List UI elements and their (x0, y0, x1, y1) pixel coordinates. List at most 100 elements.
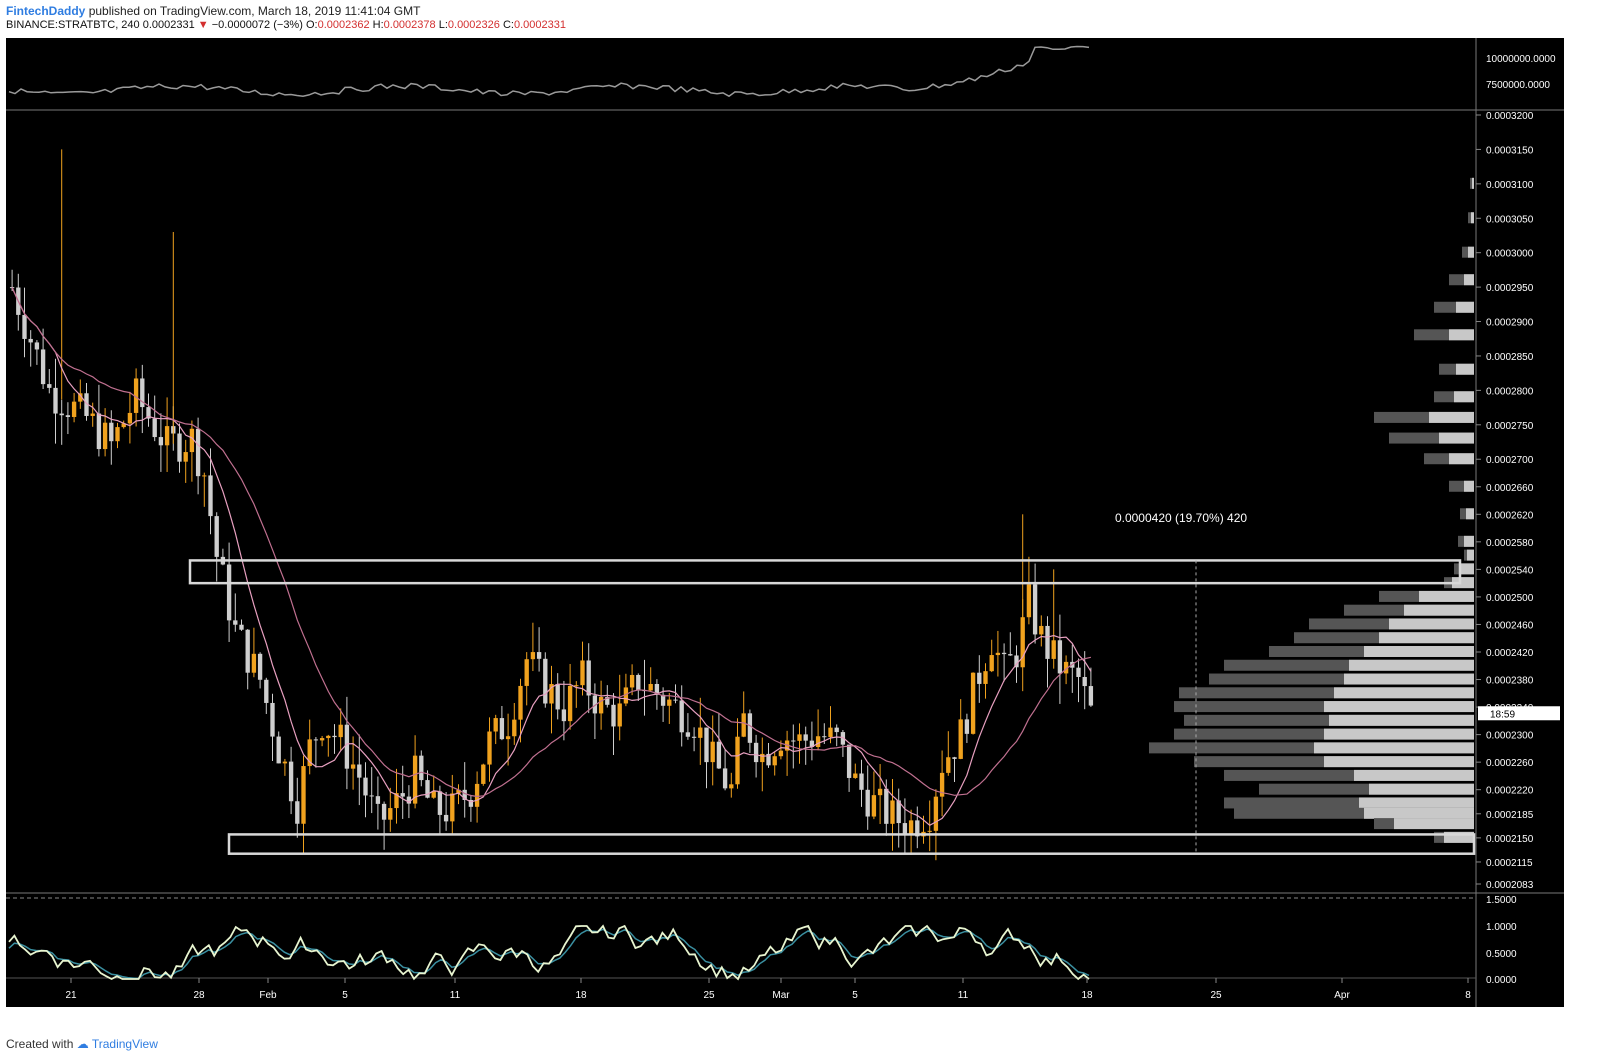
candle-body (363, 777, 368, 796)
support-zone-box[interactable] (227, 833, 1476, 855)
candle-body (611, 704, 616, 727)
publisher-name-link[interactable]: FintechDaddy (6, 4, 86, 18)
price-tick-label: 0.0002700 (1486, 455, 1534, 466)
candle-body (995, 652, 1001, 656)
candle-body (468, 799, 474, 807)
price-tick-label: 0.0002540 (1486, 565, 1534, 576)
tradingview-link[interactable]: TradingView (91, 1037, 158, 1051)
candle-body (518, 685, 523, 720)
candle-body (840, 732, 846, 745)
candle-body (636, 674, 641, 691)
profile-bar-total (1224, 769, 1474, 781)
high-label: H: (372, 19, 384, 31)
candle-body (487, 731, 492, 765)
candle-body (958, 719, 963, 759)
candle-body (381, 803, 387, 820)
profile-bar-up (1456, 301, 1474, 313)
footer: Created with ☁ TradingView (6, 1037, 158, 1051)
candle-body (933, 796, 939, 831)
candle-body (741, 713, 746, 737)
candle-body (623, 687, 629, 704)
price-tick-label: 0.0002083 (1486, 880, 1534, 891)
candle-body (84, 393, 89, 416)
price-tick-label: 0.0002660 (1486, 483, 1534, 494)
profile-bar-up (1468, 246, 1474, 258)
candle-body (561, 709, 567, 722)
candle-body (326, 735, 331, 739)
candle-body (586, 660, 591, 696)
profile-bar-total (1374, 411, 1474, 423)
candle-body (722, 768, 728, 789)
candle-body (65, 415, 71, 417)
chart-canvas[interactable]: 0.0000420 (19.70%) 420 0.0003200 0.000315… (6, 38, 1564, 1007)
profile-bar-up (1354, 769, 1474, 781)
time-tick-label: 25 (1210, 990, 1222, 1001)
high-value: 0.0002378 (383, 19, 436, 31)
time-tick-label: 18 (1081, 990, 1093, 1001)
price-chart-svg[interactable]: 0.0000420 (19.70%) 420 0.0003200 0.000315… (6, 38, 1564, 1007)
candle-body (704, 727, 709, 763)
price-tick-label: 0.0002850 (1486, 352, 1534, 363)
candle-body (140, 378, 145, 408)
candle-body (884, 788, 889, 824)
time-tick-label: 8 (1465, 990, 1471, 1001)
stoch-tick-label: 0.0000 (1486, 975, 1517, 986)
time-tick-label: 5 (852, 990, 858, 1001)
profile-bar-up (1444, 831, 1474, 843)
candle-body (989, 655, 994, 672)
candle-body (555, 684, 560, 710)
open-value: 0.0002362 (317, 19, 370, 31)
profile-bar-up (1419, 590, 1474, 602)
candle-body (859, 773, 864, 790)
candle-body (574, 685, 579, 687)
candle-body (78, 393, 83, 402)
candle-body (927, 830, 932, 832)
profile-bar-total (1149, 742, 1474, 754)
candle-body (660, 694, 666, 706)
profile-bar-total (1234, 807, 1474, 819)
candle-body (406, 796, 412, 804)
candle-body (40, 349, 46, 385)
price-tick-label: 0.0002260 (1486, 758, 1534, 769)
resistance-zone-box[interactable] (188, 559, 1462, 585)
candle-body (512, 719, 517, 737)
down-arrow-icon: ▼ (197, 19, 209, 31)
profile-bar-up (1324, 756, 1474, 768)
candle-body (115, 427, 120, 442)
profile-bar-total (1434, 301, 1474, 313)
candle-body (871, 795, 877, 817)
candle-body (536, 652, 542, 659)
volume-line (8, 45, 1090, 98)
candle-body (450, 793, 455, 822)
profile-bar-up (1324, 701, 1474, 713)
candle-body (177, 433, 182, 462)
candle-body (803, 734, 808, 741)
candle-body (189, 428, 195, 453)
candle-body (195, 428, 201, 477)
candle-body (716, 741, 722, 769)
candle-body (853, 773, 858, 778)
price-tick-label: 0.0002220 (1486, 786, 1534, 797)
candle-body (846, 744, 852, 778)
candle-body (605, 697, 610, 705)
low-value: 0.0002326 (447, 19, 500, 31)
time-tick-label: 25 (703, 990, 715, 1001)
profile-bar-up (1324, 728, 1474, 740)
candle-body (617, 703, 622, 727)
candle-body (1045, 625, 1050, 659)
profile-bar-up (1429, 411, 1474, 423)
candle-body (437, 791, 443, 815)
candle-body (685, 732, 691, 737)
fast-ma-line (11, 287, 1092, 827)
candle-body (865, 789, 870, 817)
candle-body (977, 672, 982, 684)
close-label: C: (502, 19, 514, 31)
candle-body (357, 764, 362, 778)
time-tick-label: Apr (1334, 990, 1350, 1001)
profile-bar-up (1369, 783, 1474, 795)
candle-body (443, 814, 449, 822)
candle-body (1032, 584, 1038, 635)
candle-body (412, 755, 418, 804)
candle-body (679, 700, 684, 733)
price-change: −0.0000072 (−3%) (211, 19, 303, 31)
